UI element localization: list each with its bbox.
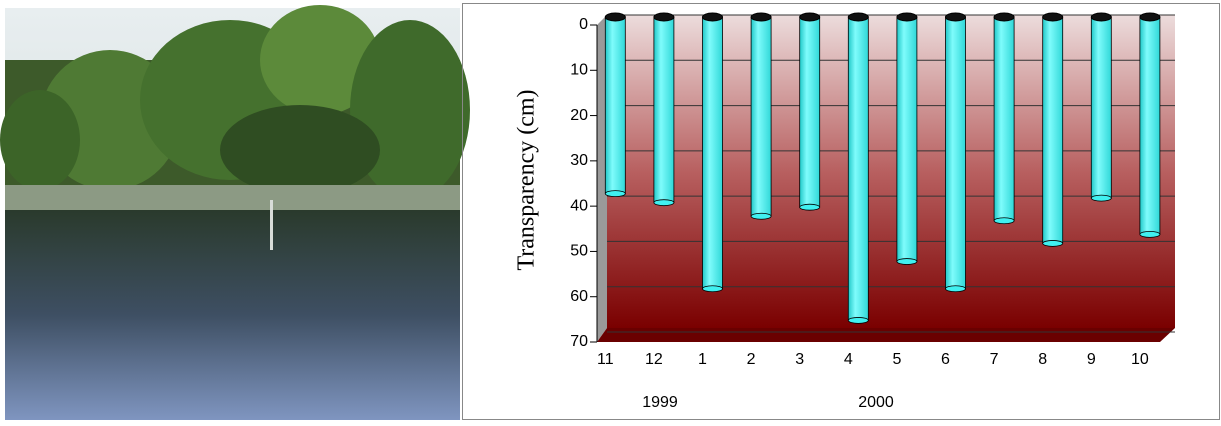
cylinder [703, 17, 723, 289]
cylinder [751, 17, 771, 216]
photo [0, 5, 470, 420]
cylinder [1091, 17, 1111, 198]
x-tick-label: 1 [698, 351, 707, 368]
cylinder [848, 17, 868, 320]
cylinder-end [1043, 240, 1063, 246]
x-tick-label: 5 [892, 351, 901, 368]
cylinder-top [654, 13, 674, 21]
cylinder [946, 17, 966, 289]
cylinder-top [946, 13, 966, 21]
year-label: 1999 [642, 394, 678, 411]
cylinder-top [751, 13, 771, 21]
cylinder-end [654, 200, 674, 206]
cylinder [897, 17, 917, 262]
cylinder-top [800, 13, 820, 21]
cylinder [1140, 17, 1160, 234]
x-tick-label: 3 [795, 351, 804, 368]
x-tick-label: 4 [844, 351, 853, 368]
y-tick-label: 60 [570, 288, 588, 305]
x-tick-label: 6 [941, 351, 950, 368]
x-tick-label: 7 [990, 351, 999, 368]
cylinder [605, 17, 625, 194]
y-tick-label: 40 [570, 197, 588, 214]
cylinder [994, 17, 1014, 221]
cylinder-end [994, 218, 1014, 224]
cylinder-top [897, 13, 917, 21]
cylinder-end [848, 317, 868, 323]
cylinder-top [1091, 13, 1111, 21]
cylinder-top [605, 13, 625, 21]
cylinder-top [1140, 13, 1160, 21]
x-tick-label: 9 [1087, 351, 1096, 368]
y-tick-label: 10 [570, 62, 588, 79]
y-tick-label: 70 [570, 333, 588, 350]
y-tick-label: 20 [570, 107, 588, 124]
x-tick-label: 8 [1038, 351, 1047, 368]
cylinder-top [848, 13, 868, 21]
cylinder-end [946, 286, 966, 292]
y-axis-title: Transparency (cm) [514, 89, 540, 270]
x-tick-label: 2 [747, 351, 756, 368]
x-tick-label: 12 [645, 351, 663, 368]
x-tick-label: 11 [597, 351, 614, 368]
y-tick-label: 30 [570, 152, 588, 169]
cylinder-end [703, 286, 723, 292]
y-tick-label: 50 [570, 243, 588, 260]
cylinder-top [994, 13, 1014, 21]
floor [597, 328, 1175, 342]
x-tick-label: 10 [1131, 351, 1149, 368]
cylinder-end [1140, 231, 1160, 237]
page: Transparency (cm) 1999 2000 0 10 20 30 40 50 6… [0, 0, 1221, 421]
y-tick-label: 0 [579, 16, 588, 33]
cylinder-top [1043, 13, 1063, 21]
cylinder-top [703, 13, 723, 21]
cylinder-end [800, 204, 820, 210]
cylinder [1043, 17, 1063, 243]
cylinder-end [751, 213, 771, 219]
cylinder-end [605, 191, 625, 197]
back-wall [607, 15, 1175, 328]
year-label: 2000 [858, 394, 894, 411]
cylinder-end [1091, 195, 1111, 201]
cylinder-end [897, 259, 917, 265]
cylinder [654, 17, 674, 203]
cylinder [800, 17, 820, 207]
